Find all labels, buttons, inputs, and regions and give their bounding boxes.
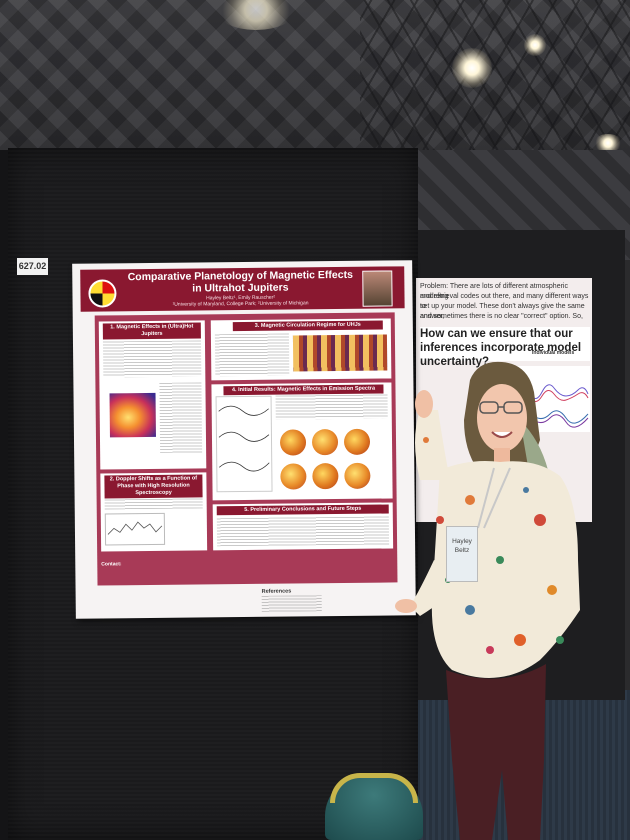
blouse-pattern — [423, 437, 564, 654]
board-number-label: 627.02 — [17, 258, 48, 275]
neighbor-question: How can we ensure that our inferences in… — [420, 327, 590, 368]
neighbor-intro-line: and sometimes there is no clear "correct… — [420, 313, 583, 320]
board-edge — [0, 150, 10, 840]
research-poster: Comparative Planetology of Magnetic Effe… — [72, 260, 416, 619]
badge-first-name: Hayley — [452, 538, 472, 545]
name-badge: Hayley Beltz — [446, 526, 478, 582]
doppler-plot-figure — [104, 512, 166, 546]
neighbor-intro-line: and retrieval codes out there, and many … — [420, 293, 589, 310]
backpack-handle — [330, 773, 418, 803]
spotlight — [452, 48, 492, 88]
spotlight — [524, 34, 546, 56]
ceiling-truss — [360, 0, 630, 150]
neighbor-intro-line: Problem: There are lots of different atm… — [420, 283, 568, 300]
neighbor-intro-line: set up your model. These don't always gi… — [420, 303, 585, 320]
spectra-plot-figure — [215, 395, 273, 493]
neighbor-figure-title: Individual models — [532, 350, 575, 356]
badge-last-name: Beltz — [454, 547, 470, 554]
spotlight — [594, 134, 622, 152]
